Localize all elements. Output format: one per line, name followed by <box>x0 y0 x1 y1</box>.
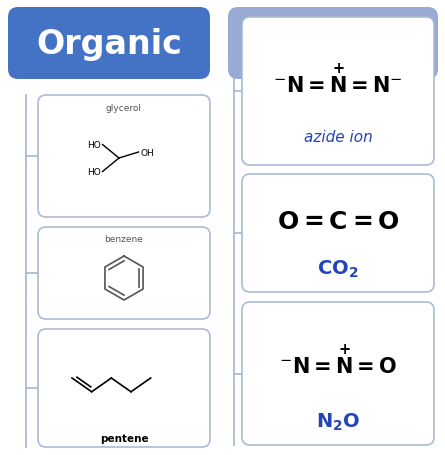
Text: HO: HO <box>87 141 101 150</box>
Text: Inorganic: Inorganic <box>245 27 421 61</box>
Text: benzene: benzene <box>105 234 143 243</box>
FancyBboxPatch shape <box>242 302 434 445</box>
Text: azide ion: azide ion <box>303 130 372 145</box>
Text: Organic: Organic <box>36 27 182 61</box>
Text: $^{-}\mathbf{N{=}\overset{+}{N}{=}O}$: $^{-}\mathbf{N{=}\overset{+}{N}{=}O}$ <box>279 342 397 377</box>
Text: glycerol: glycerol <box>106 104 142 113</box>
FancyBboxPatch shape <box>38 329 210 447</box>
Text: $^{-}\mathbf{N{=}\overset{+}{N}{=}N}^{-}$: $^{-}\mathbf{N{=}\overset{+}{N}{=}N}^{-}… <box>273 62 403 97</box>
Text: $\mathbf{O{=}C{=}O}$: $\mathbf{O{=}C{=}O}$ <box>276 210 400 233</box>
FancyBboxPatch shape <box>38 228 210 319</box>
FancyBboxPatch shape <box>38 96 210 217</box>
Text: HO: HO <box>87 167 101 177</box>
FancyBboxPatch shape <box>8 8 210 80</box>
Text: $\mathbf{N_2O}$: $\mathbf{N_2O}$ <box>316 410 360 432</box>
Text: pentene: pentene <box>100 433 148 443</box>
Text: OH: OH <box>141 148 154 157</box>
Text: $\mathbf{CO_2}$: $\mathbf{CO_2}$ <box>317 258 359 279</box>
FancyBboxPatch shape <box>242 175 434 293</box>
FancyBboxPatch shape <box>242 18 434 166</box>
FancyBboxPatch shape <box>228 8 438 80</box>
